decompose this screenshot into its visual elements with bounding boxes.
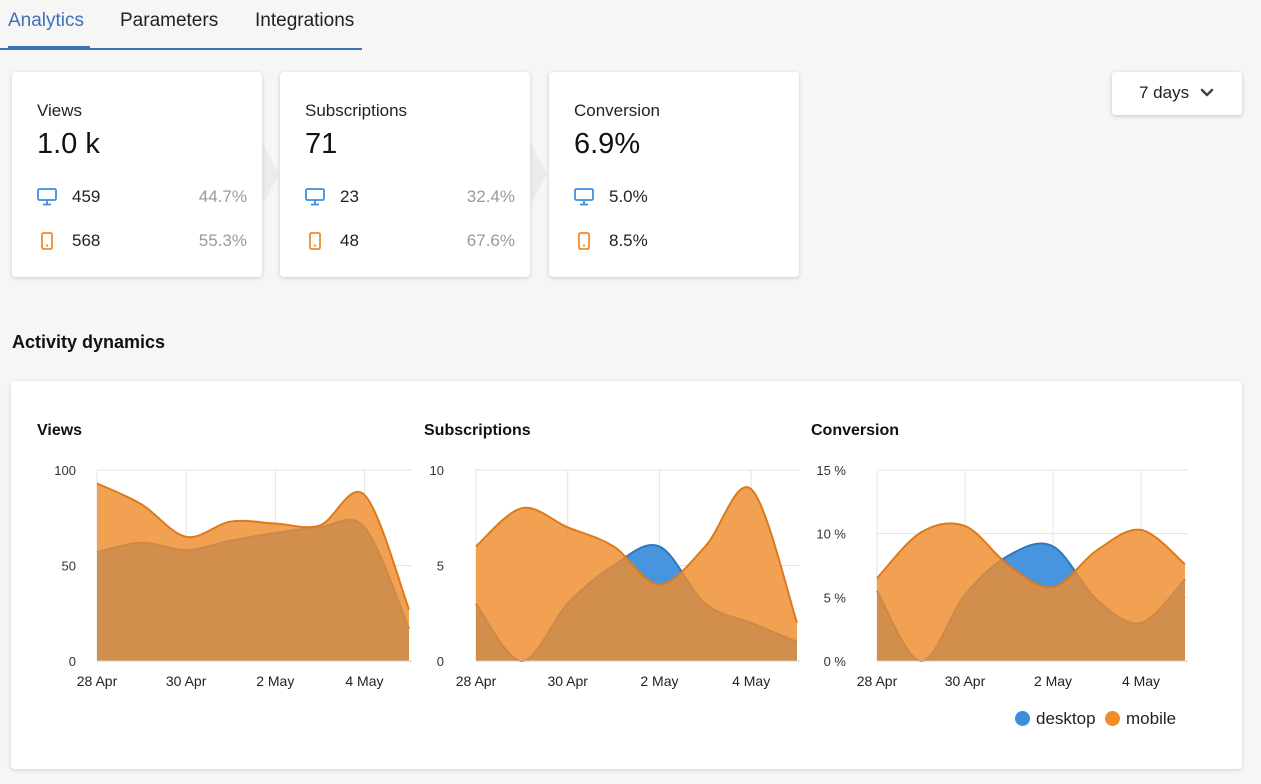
y-tick-label: 50 [62,559,76,574]
conversion-card: Conversion 6.9% 5.0% 8.5% [549,72,799,277]
desktop-value: 23 [340,187,359,206]
tab-bar: Analytics Parameters Integrations [0,0,362,50]
mobile-line [475,486,798,624]
mobile-row: 48 67.6% [305,230,515,252]
monitor-icon [574,188,594,206]
mobile-share: 67.6% [466,231,515,250]
views-chart-title: Views [37,422,83,439]
phone-icon [309,232,321,250]
tab-analytics[interactable]: Analytics [8,10,85,31]
y-tick-label: 0 [69,654,76,669]
period-select[interactable]: 7 days [1112,72,1242,115]
y-tick-label: 10 % [816,527,846,542]
mobile-row: 8.5% [574,230,784,252]
y-tick-label: 0 [437,654,444,669]
x-tick-label: 4 May [1122,673,1160,689]
desktop-row: 5.0% [574,186,784,208]
y-tick-label: 5 [437,559,444,574]
card-connector [531,144,547,204]
card-value: 71 [305,128,338,160]
card-connector [263,144,279,204]
x-tick-label: 28 Apr [77,673,118,689]
x-tick-label: 30 Apr [945,673,986,689]
card-value: 6.9% [574,128,641,160]
mobile-area [97,483,409,661]
chevron-down-icon [1200,88,1214,97]
y-tick-label: 0 % [824,654,847,669]
legend-label: desktop [1036,709,1096,728]
desktop-value: 459 [72,187,101,206]
x-tick-label: 2 May [640,673,678,689]
mobile-value: 48 [340,231,359,250]
subscriptions-chart-title: Subscriptions [424,422,531,439]
card-title: Subscriptions [305,101,408,120]
tab-parameters[interactable]: Parameters [120,10,219,31]
desktop-row: 23 32.4% [305,186,515,208]
x-tick-label: 2 May [256,673,294,689]
y-tick-label: 10 [430,463,444,478]
mobile-line [96,482,410,610]
mobile-value: 568 [72,231,101,250]
desktop-row: 459 44.7% [37,186,247,208]
mobile-area [877,523,1185,661]
x-tick-label: 28 Apr [857,673,898,689]
active-tab-indicator [8,46,90,48]
period-label: 7 days [1139,83,1190,102]
conversion-chart-title: Conversion [811,422,900,439]
monitor-icon [305,188,325,206]
x-tick-label: 30 Apr [166,673,207,689]
mobile-dot-icon [1105,711,1120,726]
desktop-dot-icon [1015,711,1030,726]
mobile-value: 8.5% [609,231,648,250]
tab-integrations[interactable]: Integrations [255,10,355,31]
legend-label: mobile [1126,709,1177,728]
mobile-row: 568 55.3% [37,230,247,252]
subscriptions-card: Subscriptions 71 23 32.4% 48 67.6% [280,72,530,277]
mobile-line [876,522,1186,589]
legend-mobile[interactable]: mobile [1105,709,1176,729]
section-title: Activity dynamics [12,332,166,352]
phone-icon [578,232,590,250]
y-tick-label: 15 % [816,463,846,478]
phone-icon [41,232,53,250]
legend-desktop[interactable]: desktop [1015,709,1096,729]
desktop-share: 44.7% [198,187,247,206]
mobile-share: 55.3% [198,231,247,250]
views-card: Views 1.0 k 459 44.7% 568 55.3% [12,72,262,277]
desktop-value: 5.0% [609,187,648,206]
card-title: Views [37,101,83,120]
x-tick-label: 2 May [1034,673,1072,689]
y-tick-label: 5 % [824,590,847,605]
x-tick-label: 28 Apr [456,673,497,689]
desktop-share: 32.4% [466,187,515,206]
x-tick-label: 4 May [732,673,770,689]
y-tick-label: 100 [54,463,76,478]
card-title: Conversion [574,101,660,120]
card-value: 1.0 k [37,128,100,160]
x-tick-label: 30 Apr [547,673,588,689]
monitor-icon [37,188,57,206]
mobile-area [476,487,797,661]
x-tick-label: 4 May [345,673,383,689]
